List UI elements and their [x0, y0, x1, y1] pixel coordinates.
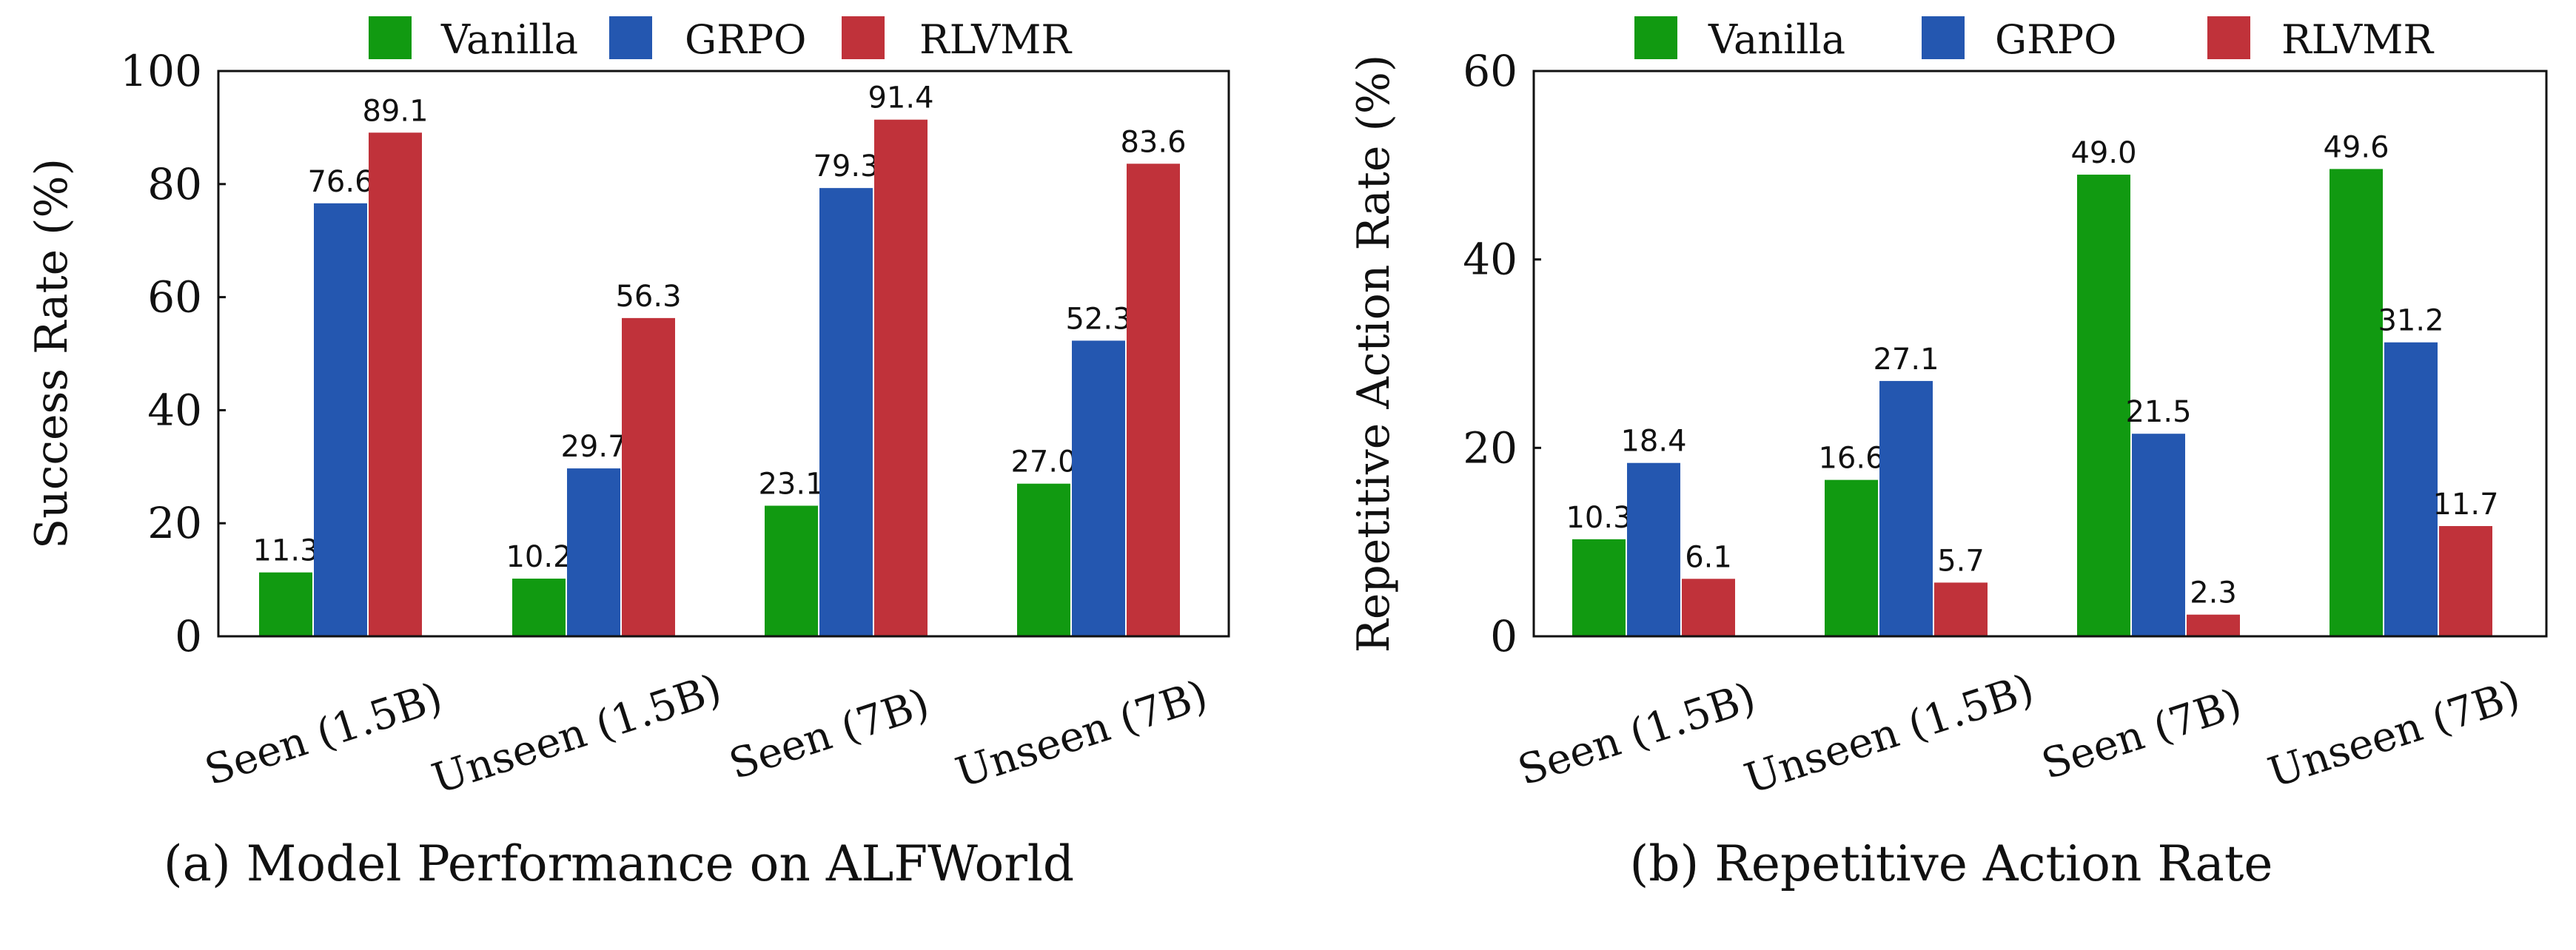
- y-tick-label: 100: [120, 46, 202, 96]
- data-label: 16.6: [1818, 442, 1884, 476]
- bar-rlvmr-2: [2187, 614, 2240, 636]
- plot-frame: [1532, 70, 2548, 638]
- data-label: 10.3: [1566, 501, 1631, 535]
- data-label: 11.7: [2432, 488, 2498, 522]
- x-tick-label: Unseen (7B): [950, 671, 1213, 798]
- y-tick-label: 0: [1490, 611, 1517, 661]
- y-tick-label: 60: [147, 272, 202, 323]
- bar-grpo-2: [2132, 434, 2185, 636]
- legend-label-rlvmr: RLVMR: [919, 16, 1072, 63]
- bar-vanilla-2: [2077, 175, 2130, 637]
- chart-caption: (b) Repetitive Action Rate: [1630, 835, 2273, 892]
- y-axis-label: Success Rate (%): [26, 158, 78, 549]
- data-label: 21.5: [2125, 395, 2191, 429]
- data-label: 76.6: [307, 165, 373, 199]
- data-label: 49.0: [2070, 136, 2136, 170]
- bar-vanilla-0: [259, 572, 312, 636]
- legend-swatch-vanilla: [369, 16, 412, 59]
- data-label: 89.1: [362, 94, 428, 128]
- x-tick-label: Seen (7B): [724, 679, 935, 789]
- bar-rlvmr-0: [1682, 579, 1735, 636]
- bar-grpo-0: [314, 203, 367, 636]
- data-label: 27.1: [1873, 343, 1939, 377]
- x-tick-label: Seen (1.5B): [1512, 673, 1761, 795]
- y-tick-label: 60: [1463, 46, 1517, 96]
- data-label: 18.4: [1620, 425, 1686, 459]
- plot-frame: [217, 70, 1230, 638]
- bar-rlvmr-0: [369, 132, 422, 636]
- data-label: 49.6: [2323, 130, 2389, 164]
- data-label: 91.4: [868, 81, 933, 115]
- data-label: 56.3: [615, 280, 681, 314]
- y-tick-label: 20: [147, 498, 202, 548]
- bar-rlvmr-2: [874, 119, 928, 637]
- legend-label-vanilla: Vanilla: [440, 16, 578, 63]
- bar-grpo-0: [1627, 462, 1680, 636]
- bar-vanilla-1: [1825, 479, 1878, 636]
- data-label: 27.0: [1010, 445, 1076, 479]
- data-label: 79.3: [813, 149, 879, 183]
- bar-grpo-1: [567, 468, 620, 636]
- bar-vanilla-0: [1572, 539, 1626, 636]
- bar-rlvmr-1: [622, 317, 675, 636]
- data-label: 29.7: [560, 430, 626, 464]
- legend-swatch-grpo: [1922, 16, 1965, 59]
- y-tick-label: 0: [175, 611, 202, 661]
- data-label: 31.2: [2378, 304, 2443, 338]
- data-label: 52.3: [1065, 302, 1131, 336]
- y-tick-label: 40: [1463, 235, 1517, 285]
- bar-rlvmr-3: [2439, 526, 2492, 636]
- data-label: 10.2: [506, 540, 571, 574]
- legend-swatch-rlvmr: [2207, 16, 2250, 59]
- legend-swatch-vanilla: [1634, 16, 1677, 59]
- legend-swatch-grpo: [609, 16, 652, 59]
- bar-rlvmr-1: [1934, 582, 1988, 636]
- legend-label-grpo: GRPO: [1995, 16, 2116, 63]
- bar-grpo-1: [1879, 380, 1933, 636]
- y-tick-label: 80: [147, 159, 202, 209]
- bar-vanilla-3: [1017, 483, 1070, 636]
- legend-swatch-rlvmr: [842, 16, 885, 59]
- data-label: 6.1: [1685, 540, 1732, 574]
- x-tick-label: Seen (7B): [2036, 679, 2247, 789]
- y-tick-label: 20: [1463, 422, 1517, 473]
- bar-vanilla-2: [765, 505, 818, 636]
- bar-grpo-3: [2384, 342, 2438, 636]
- data-label: 11.3: [252, 534, 318, 568]
- chart-caption: (a) Model Performance on ALFWorld: [164, 835, 1074, 892]
- legend-label-vanilla: Vanilla: [1708, 16, 1845, 63]
- bar-grpo-2: [819, 188, 873, 636]
- x-tick-label: Unseen (1.5B): [1739, 665, 2039, 804]
- bar-rlvmr-3: [1127, 164, 1180, 636]
- y-axis-label: Repetitive Action Rate (%): [1348, 55, 1400, 653]
- legend-label-rlvmr: RLVMR: [2281, 16, 2434, 63]
- data-label: 2.3: [2190, 576, 2237, 610]
- data-label: 23.1: [758, 468, 824, 502]
- x-tick-label: Unseen (1.5B): [426, 665, 727, 804]
- data-label: 83.6: [1120, 125, 1186, 159]
- data-label: 5.7: [1937, 544, 1985, 578]
- x-tick-label: Seen (1.5B): [199, 673, 448, 795]
- bar-vanilla-1: [512, 579, 566, 636]
- y-tick-label: 40: [147, 385, 202, 435]
- x-tick-label: Unseen (7B): [2263, 671, 2526, 798]
- bar-vanilla-3: [2330, 169, 2383, 637]
- bar-grpo-3: [1072, 340, 1125, 636]
- legend-label-grpo: GRPO: [685, 16, 806, 63]
